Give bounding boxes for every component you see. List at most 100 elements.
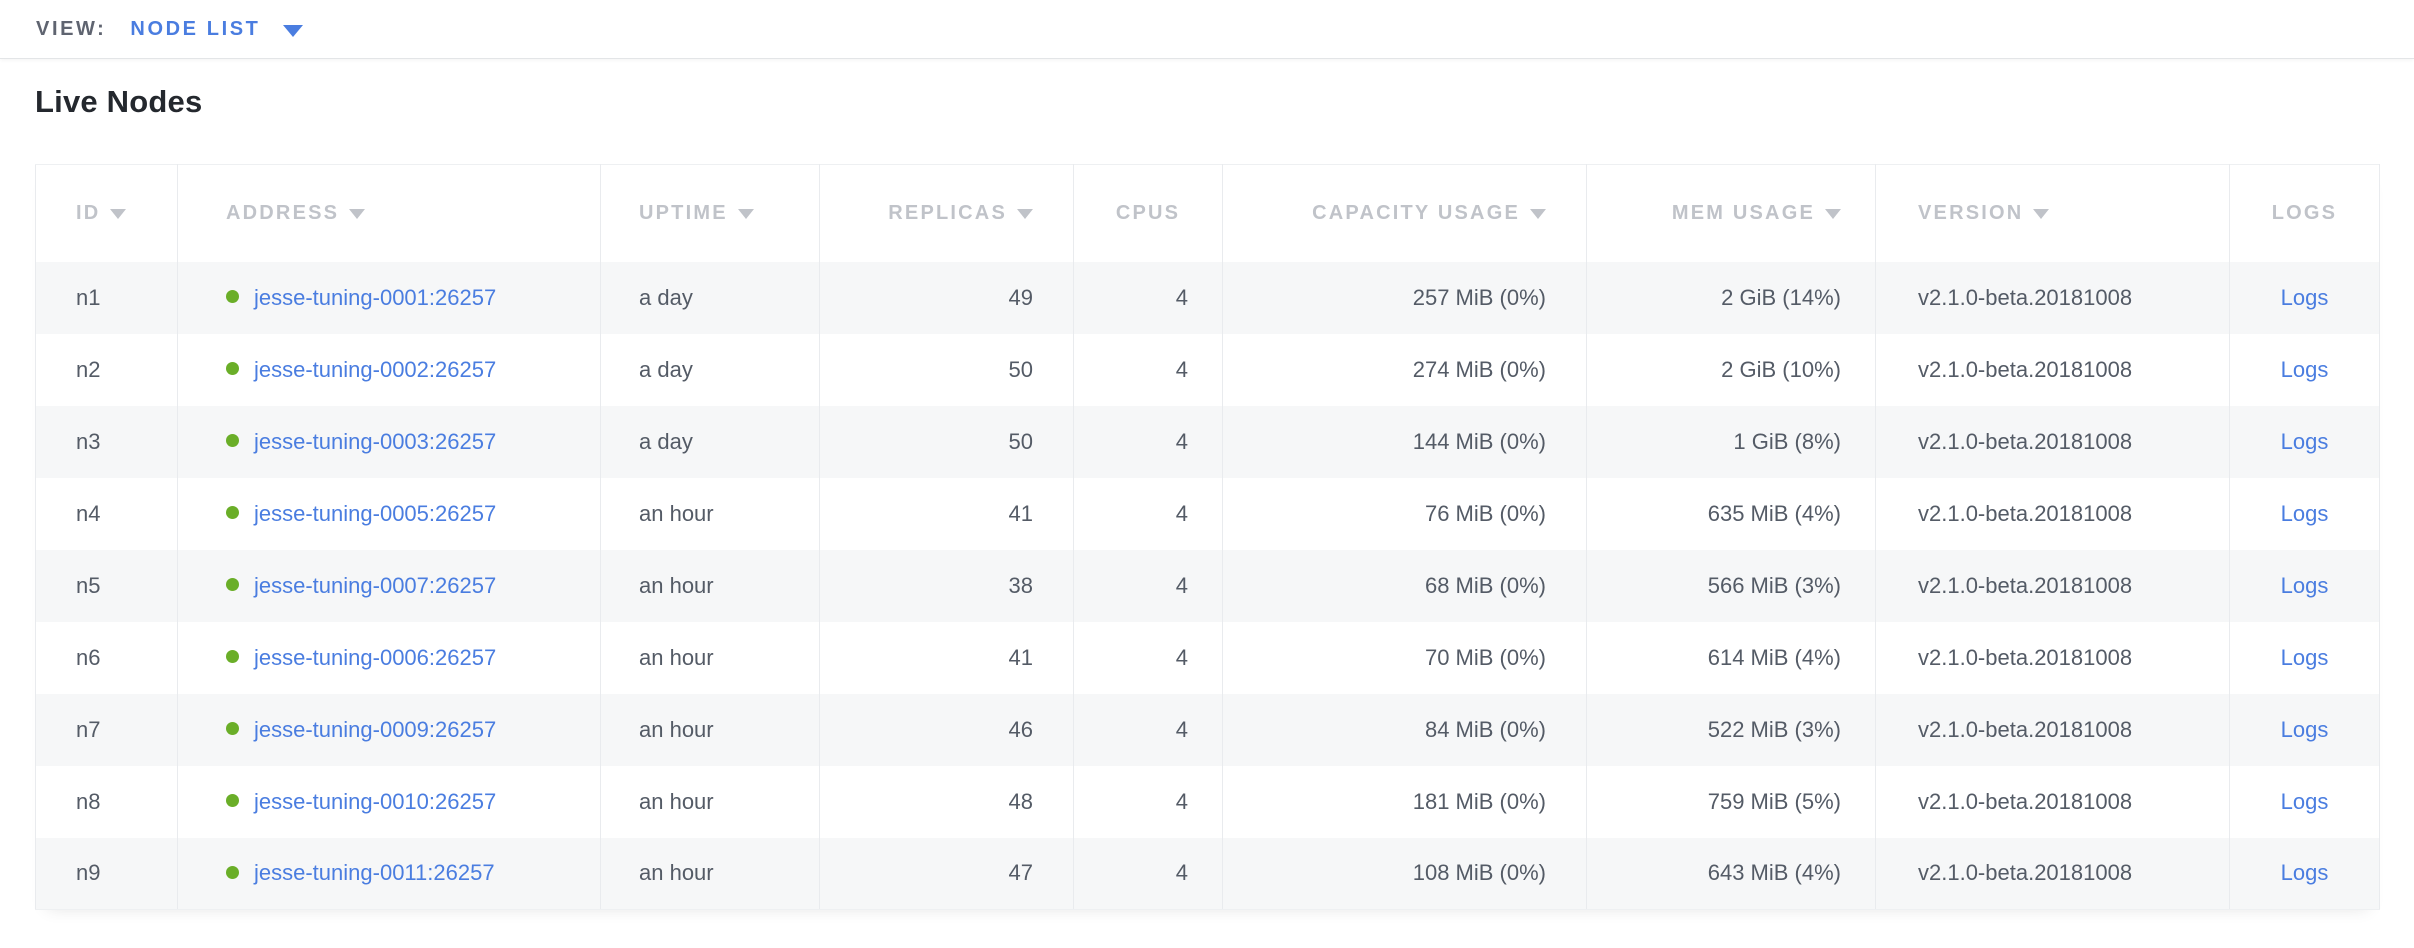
id-cell: n5 bbox=[35, 549, 178, 622]
id-cell: n7 bbox=[35, 693, 178, 766]
capacity-cell: 70 MiB (0%) bbox=[1222, 621, 1587, 694]
replicas-cell: 50 bbox=[819, 333, 1074, 406]
node-address-link[interactable]: jesse-tuning-0005:26257 bbox=[254, 500, 497, 526]
id-cell: n4 bbox=[35, 477, 178, 550]
logs-cell: Logs bbox=[2229, 477, 2380, 550]
replicas-cell: 41 bbox=[819, 477, 1074, 550]
replicas-cell: 48 bbox=[819, 765, 1074, 838]
logs-link[interactable]: Logs bbox=[2280, 500, 2329, 526]
column-header-uptime[interactable]: UPTIME bbox=[600, 164, 820, 262]
live-nodes-table: ID ADDRESS UPTIME REPLICAS CPUS CAPACITY USAG… bbox=[35, 164, 2380, 910]
capacity-cell: 257 MiB (0%) bbox=[1222, 261, 1587, 334]
column-header-replicas[interactable]: REPLICAS bbox=[819, 164, 1074, 262]
node-row: n4 jesse-tuning-0005:26257 an hour 41 4 76 Mi… bbox=[35, 477, 2380, 550]
id-cell: n9 bbox=[35, 837, 178, 910]
uptime-cell: an hour bbox=[600, 549, 820, 622]
cpus-cell: 4 bbox=[1073, 477, 1223, 550]
column-label: ADDRESS bbox=[226, 201, 340, 224]
id-cell: n8 bbox=[35, 765, 178, 838]
uptime-cell: a day bbox=[600, 405, 820, 478]
cpus-cell: 4 bbox=[1073, 405, 1223, 478]
logs-cell: Logs bbox=[2229, 621, 2380, 694]
node-address-cell: jesse-tuning-0005:26257 bbox=[177, 477, 601, 550]
node-live-status-icon bbox=[226, 290, 239, 304]
id-cell: n3 bbox=[35, 405, 178, 478]
logs-link[interactable]: Logs bbox=[2280, 788, 2329, 814]
node-address-link[interactable]: jesse-tuning-0011:26257 bbox=[254, 860, 495, 886]
column-label: VERSION bbox=[1918, 201, 2024, 224]
uptime-cell: an hour bbox=[600, 765, 820, 838]
node-row: n5 jesse-tuning-0007:26257 an hour 38 4 68 Mi… bbox=[35, 549, 2380, 622]
column-label: UPTIME bbox=[639, 201, 728, 224]
node-row: n2 jesse-tuning-0002:26257 a day 50 4 274 MiB… bbox=[35, 333, 2380, 406]
node-address-link[interactable]: jesse-tuning-0001:26257 bbox=[254, 284, 497, 310]
logs-link[interactable]: Logs bbox=[2280, 572, 2329, 598]
capacity-cell: 274 MiB (0%) bbox=[1222, 333, 1587, 406]
column-label: ID bbox=[76, 201, 101, 224]
id-cell: n6 bbox=[35, 621, 178, 694]
sort-desc-icon bbox=[1825, 208, 1841, 219]
sort-desc-icon bbox=[737, 208, 754, 219]
column-header-cpus: CPUS bbox=[1073, 164, 1223, 262]
column-header-version[interactable]: VERSION bbox=[1875, 164, 2230, 262]
node-live-status-icon bbox=[226, 722, 239, 736]
logs-link[interactable]: Logs bbox=[2280, 860, 2329, 886]
version-cell: v2.1.0-beta.20181008 bbox=[1875, 333, 2230, 406]
node-row: n7 jesse-tuning-0009:26257 an hour 46 4 84 Mi… bbox=[35, 693, 2380, 766]
cpus-cell: 4 bbox=[1073, 621, 1223, 694]
logs-cell: Logs bbox=[2229, 765, 2380, 838]
column-header-id[interactable]: ID bbox=[35, 164, 178, 262]
table-header: ID ADDRESS UPTIME REPLICAS CPUS CAPACITY USAG… bbox=[35, 164, 2380, 262]
replicas-cell: 50 bbox=[819, 405, 1074, 478]
view-dropdown[interactable]: NODE LIST bbox=[130, 17, 303, 41]
logs-link[interactable]: Logs bbox=[2280, 284, 2329, 310]
sort-desc-icon bbox=[1017, 208, 1033, 219]
id-cell: n2 bbox=[35, 333, 178, 406]
node-row: n9 jesse-tuning-0011:26257 an hour 47 4 108 M… bbox=[35, 837, 2380, 910]
uptime-cell: a day bbox=[600, 333, 820, 406]
logs-cell: Logs bbox=[2229, 837, 2380, 910]
column-header-capacity[interactable]: CAPACITY USAGE bbox=[1222, 164, 1587, 262]
node-row: n8 jesse-tuning-0010:26257 an hour 48 4 181 M… bbox=[35, 765, 2380, 838]
node-address-link[interactable]: jesse-tuning-0006:26257 bbox=[254, 644, 497, 670]
version-cell: v2.1.0-beta.20181008 bbox=[1875, 549, 2230, 622]
column-header-mem[interactable]: MEM USAGE bbox=[1586, 164, 1876, 262]
column-label: REPLICAS bbox=[888, 201, 1007, 224]
column-label: CAPACITY USAGE bbox=[1312, 201, 1520, 224]
view-dropdown-value[interactable]: NODE LIST bbox=[130, 17, 261, 40]
node-address-cell: jesse-tuning-0001:26257 bbox=[177, 261, 601, 334]
uptime-cell: an hour bbox=[600, 837, 820, 910]
uptime-cell: an hour bbox=[600, 621, 820, 694]
node-live-status-icon bbox=[226, 362, 239, 376]
logs-link[interactable]: Logs bbox=[2280, 356, 2329, 382]
logs-link[interactable]: Logs bbox=[2280, 716, 2329, 742]
version-cell: v2.1.0-beta.20181008 bbox=[1875, 621, 2230, 694]
node-row: n3 jesse-tuning-0003:26257 a day 50 4 144 MiB… bbox=[35, 405, 2380, 478]
column-header-address[interactable]: ADDRESS bbox=[177, 164, 601, 262]
capacity-cell: 108 MiB (0%) bbox=[1222, 837, 1587, 910]
cpus-cell: 4 bbox=[1073, 261, 1223, 334]
node-address-link[interactable]: jesse-tuning-0007:26257 bbox=[254, 572, 497, 598]
logs-cell: Logs bbox=[2229, 693, 2380, 766]
logs-link[interactable]: Logs bbox=[2280, 428, 2329, 454]
node-address-link[interactable]: jesse-tuning-0003:26257 bbox=[254, 428, 497, 454]
node-row: n1 jesse-tuning-0001:26257 a day 49 4 257 MiB… bbox=[35, 261, 2380, 334]
version-cell: v2.1.0-beta.20181008 bbox=[1875, 405, 2230, 478]
version-cell: v2.1.0-beta.20181008 bbox=[1875, 765, 2230, 838]
version-cell: v2.1.0-beta.20181008 bbox=[1875, 261, 2230, 334]
uptime-cell: a day bbox=[600, 261, 820, 334]
live-nodes-section: Live Nodes ID ADDRESS UPTIME REPLICAS CPUS CA… bbox=[0, 84, 2414, 910]
logs-cell: Logs bbox=[2229, 261, 2380, 334]
replicas-cell: 41 bbox=[819, 621, 1074, 694]
cpus-cell: 4 bbox=[1073, 765, 1223, 838]
cpus-cell: 4 bbox=[1073, 549, 1223, 622]
capacity-cell: 76 MiB (0%) bbox=[1222, 477, 1587, 550]
capacity-cell: 181 MiB (0%) bbox=[1222, 765, 1587, 838]
node-address-link[interactable]: jesse-tuning-0009:26257 bbox=[254, 716, 497, 742]
node-address-link[interactable]: jesse-tuning-0010:26257 bbox=[254, 788, 497, 814]
node-address-link[interactable]: jesse-tuning-0002:26257 bbox=[254, 356, 497, 382]
logs-link[interactable]: Logs bbox=[2280, 644, 2329, 670]
replicas-cell: 46 bbox=[819, 693, 1074, 766]
node-live-status-icon bbox=[226, 794, 239, 808]
version-cell: v2.1.0-beta.20181008 bbox=[1875, 837, 2230, 910]
